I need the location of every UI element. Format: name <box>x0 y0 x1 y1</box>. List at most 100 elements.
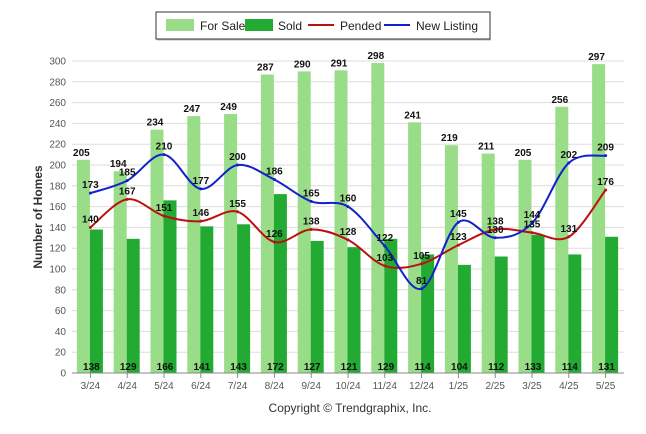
for-sale-data-label: 211 <box>478 142 495 153</box>
y-tick-label: 280 <box>49 77 66 88</box>
pended-point <box>604 188 608 192</box>
for-sale-bar <box>150 129 164 373</box>
y-tick-label: 60 <box>55 306 67 317</box>
y-tick-label: 120 <box>49 244 66 255</box>
y-tick-label: 300 <box>49 57 66 68</box>
sold-data-label: 129 <box>377 362 394 373</box>
new-listing-point <box>420 287 424 291</box>
for-sale-bar <box>408 122 422 373</box>
sold-bar <box>310 240 324 373</box>
for-sale-bar <box>224 114 238 373</box>
x-tick-label: 5/24 <box>154 381 174 392</box>
for-sale-bar <box>334 70 348 374</box>
for-sale-bar <box>592 64 606 374</box>
pended-data-label: 138 <box>303 216 320 227</box>
new-listing-point <box>199 187 203 191</box>
y-tick-label: 0 <box>60 369 66 380</box>
legend-swatch-for-sale <box>166 19 194 31</box>
axis-layer: 0 20 40 60 80 100 120 140 160 180 200 220 240 260 280 3… <box>49 57 624 392</box>
pended-point <box>346 238 350 242</box>
new-listing-point <box>309 199 313 203</box>
sold-bar <box>494 256 508 373</box>
new-listing-data-label: 185 <box>119 168 136 179</box>
legend-label-sold: Sold <box>278 19 302 33</box>
new-listing-data-label: 186 <box>266 167 283 178</box>
new-listing-data-label: 160 <box>340 194 357 205</box>
sold-data-label: 131 <box>598 362 615 373</box>
sold-bar <box>568 254 582 373</box>
new-listing-data-label: 122 <box>376 233 393 244</box>
for-sale-bar <box>76 159 90 373</box>
x-tick-label: 12/24 <box>409 381 434 392</box>
copyright-text: Copyright © Trendgraphix, Inc. <box>269 401 432 415</box>
pended-point <box>88 225 92 229</box>
x-tick-label: 2/25 <box>485 381 505 392</box>
sold-data-label: 121 <box>341 362 358 373</box>
for-sale-data-label: 297 <box>588 52 605 63</box>
y-tick-label: 220 <box>49 140 66 151</box>
pended-data-label: 123 <box>450 232 467 243</box>
sold-bar <box>163 200 177 373</box>
legend-swatch-sold <box>245 19 273 31</box>
pended-data-label: 128 <box>340 227 357 238</box>
pended-data-label: 103 <box>376 253 393 264</box>
new-listing-point <box>125 179 129 183</box>
new-listing-point <box>272 178 276 182</box>
y-tick-label: 240 <box>49 119 66 130</box>
sold-bar <box>421 254 435 373</box>
sold-data-label: 141 <box>193 362 210 373</box>
sold-data-label: 138 <box>83 362 100 373</box>
new-listing-point <box>162 153 166 157</box>
for-sale-bar <box>297 71 311 374</box>
sold-bar <box>89 229 103 373</box>
sold-bar <box>273 194 287 373</box>
x-tick-label: 4/24 <box>117 381 137 392</box>
for-sale-data-label: 287 <box>257 63 274 74</box>
pended-data-label: 138 <box>487 216 504 227</box>
sold-data-label: 112 <box>488 362 505 373</box>
pended-point <box>456 243 460 247</box>
for-sale-bar <box>113 171 127 373</box>
x-tick-label: 5/25 <box>596 381 616 392</box>
sold-data-label: 166 <box>157 362 174 373</box>
sold-data-label: 127 <box>304 362 321 373</box>
y-tick-label: 100 <box>49 265 66 276</box>
pended-point <box>420 262 424 266</box>
for-sale-data-label: 194 <box>110 159 127 170</box>
new-listing-data-label: 144 <box>524 210 541 221</box>
chart-legend: For Sale Sold Pended New Listing <box>155 11 491 41</box>
pended-data-label: 167 <box>119 186 136 197</box>
x-tick-label: 11/24 <box>373 381 398 392</box>
pended-data-label: 140 <box>82 214 99 225</box>
x-tick-label: 10/24 <box>335 381 360 392</box>
pended-point <box>493 227 497 231</box>
for-sale-bar <box>187 116 201 374</box>
sold-bar <box>237 224 251 373</box>
new-listing-data-label: 81 <box>416 276 428 287</box>
sold-data-label: 114 <box>562 362 579 373</box>
new-listing-data-label: 165 <box>303 188 320 199</box>
new-listing-point <box>236 163 240 167</box>
pended-data-label: 126 <box>266 229 283 240</box>
sold-data-label: 172 <box>267 362 284 373</box>
sold-data-label: 114 <box>415 362 432 373</box>
legend-label-for-sale: For Sale <box>200 19 246 33</box>
for-sale-bar <box>444 145 458 373</box>
sold-data-label: 129 <box>120 362 137 373</box>
sold-bar <box>457 264 471 373</box>
new-listing-point <box>604 154 608 158</box>
new-listing-data-label: 177 <box>192 176 209 187</box>
new-listing-point <box>346 205 350 209</box>
for-sale-data-label: 247 <box>183 104 200 115</box>
legend-label-pended: Pended <box>340 19 381 33</box>
sold-data-label: 143 <box>230 362 247 373</box>
y-tick-label: 20 <box>55 348 67 359</box>
for-sale-data-label: 290 <box>294 59 311 70</box>
pended-data-label: 176 <box>597 177 614 188</box>
for-sale-bar <box>371 63 385 373</box>
pended-point <box>199 219 203 223</box>
for-sale-bar <box>260 74 274 374</box>
new-listing-data-label: 209 <box>597 143 614 154</box>
